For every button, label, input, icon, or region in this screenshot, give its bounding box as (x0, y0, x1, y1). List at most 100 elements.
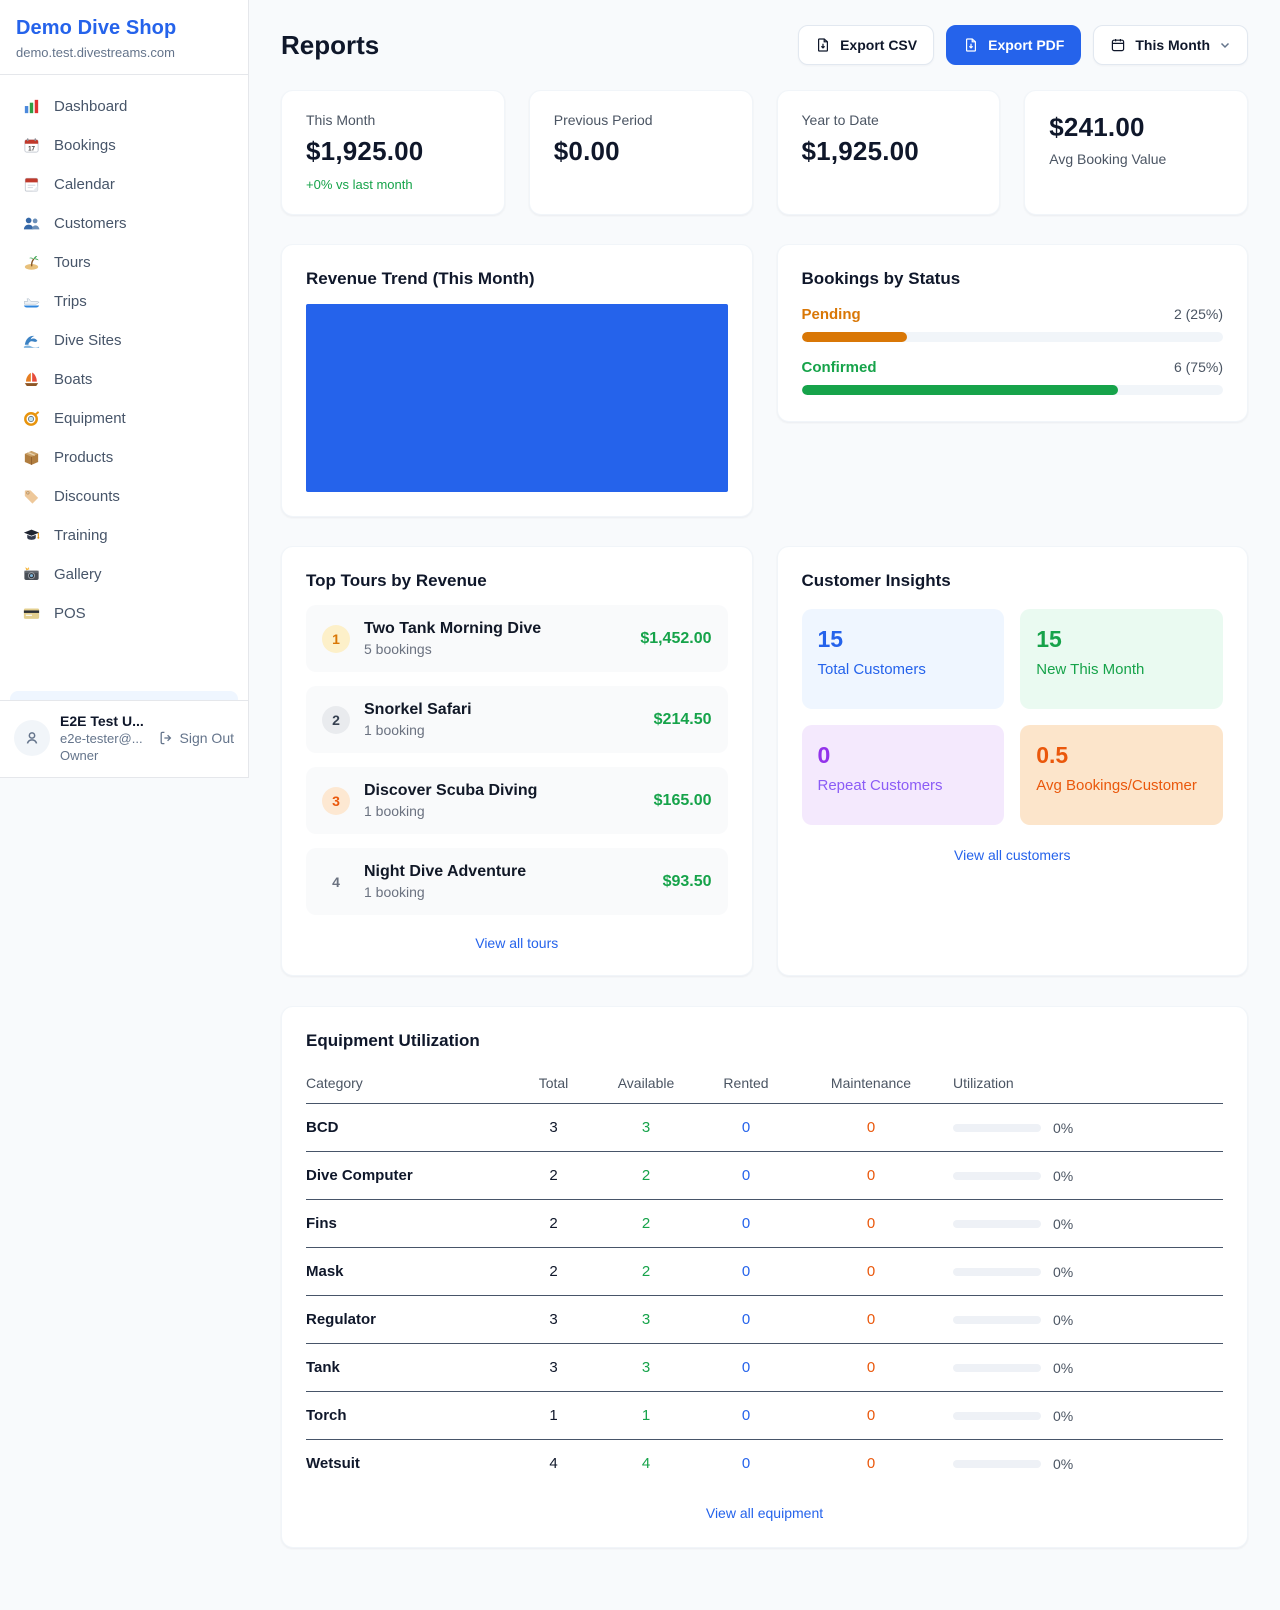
brand-domain: demo.test.divestreams.com (16, 45, 175, 60)
tile-value: 15 (1036, 626, 1062, 652)
utilization-percent: 0% (1053, 1119, 1074, 1136)
calendar-icon (1112, 39, 1125, 52)
view-all-equipment-link[interactable]: View all equipment (705, 1505, 824, 1521)
svg-text:17: 17 (28, 145, 35, 152)
sidebar-item-training[interactable]: Training (10, 516, 238, 555)
cell-total: 3 (506, 1295, 601, 1344)
sidebar-item-products[interactable]: Products (10, 438, 238, 477)
tour-bookings: 1 booking (364, 722, 425, 738)
revenue-trend-title: Revenue Trend (This Month) (306, 269, 535, 288)
stat-label: Year to Date (801, 112, 879, 128)
sidebar-item-pos[interactable]: POS (10, 594, 238, 633)
sidebar-item-label: Boats (54, 371, 93, 388)
bookings-by-status-card: Bookings by Status Pending 2 (25%) Confi… (776, 244, 1248, 422)
export-csv-label: Export CSV (840, 37, 918, 53)
stat-card-year-to-date: Year to Date $1,925.00 (776, 90, 1001, 215)
cell-available: 3 (601, 1103, 691, 1152)
col-header-utilization: Utilization (941, 1065, 1223, 1104)
view-all-customers-link[interactable]: View all customers (954, 847, 1071, 863)
user-name: E2E Test U... (60, 713, 144, 729)
active-nav-highlight-partial (10, 691, 238, 700)
user-email: e2e-tester@... (60, 731, 143, 746)
col-header-available: Available (601, 1065, 691, 1104)
sign-out-label: Sign Out (179, 730, 234, 746)
page-title: Reports (281, 29, 380, 60)
export-csv-button[interactable]: Export CSV (798, 25, 935, 65)
cell-category: Fins (306, 1199, 506, 1248)
cell-available: 3 (601, 1295, 691, 1344)
sidebar-item-dive-sites[interactable]: Dive Sites (10, 321, 238, 360)
cell-rented: 0 (691, 1199, 801, 1248)
tile-new-this-month: 15 New This Month (1020, 609, 1223, 709)
table-row: BCD 3 3 0 0 0% (306, 1103, 1223, 1152)
stat-value: $0.00 (553, 136, 620, 166)
cell-maintenance: 0 (801, 1295, 941, 1344)
equipment-table: Category Total Available Rented Maintena… (306, 1065, 1223, 1487)
cell-category: Wetsuit (306, 1455, 360, 1472)
tile-label: New This Month (1036, 661, 1145, 678)
tour-bookings: 1 booking (364, 803, 425, 819)
file-download-icon (818, 38, 829, 52)
rank-badge: 4 (332, 873, 340, 890)
utilization-percent: 0% (1053, 1167, 1074, 1184)
utilization-percent: 0% (1053, 1407, 1074, 1424)
sidebar-item-label: Equipment (54, 410, 126, 427)
period-dropdown[interactable]: This Month (1093, 25, 1248, 65)
sign-out-button[interactable]: Sign Out (158, 730, 234, 746)
tile-value: 15 (817, 626, 844, 652)
export-pdf-label: Export PDF (988, 37, 1065, 53)
cell-maintenance: 0 (801, 1103, 941, 1152)
sign-out-icon (160, 731, 171, 745)
tour-amount: $214.50 (653, 710, 712, 728)
header-actions: Export CSV Export PDF This Month (798, 25, 1248, 65)
tour-name: Night Dive Adventure (364, 863, 527, 880)
sidebar-item-calendar[interactable]: Calendar (10, 165, 238, 204)
sidebar-item-boats[interactable]: Boats (10, 360, 238, 399)
cell-available: 2 (601, 1247, 691, 1296)
tour-row: 3 Discover Scuba Diving 1 booking $165.0… (306, 767, 728, 834)
sidebar-item-trips[interactable]: Trips (10, 282, 238, 321)
table-row: Wetsuit 4 4 0 0 0% (306, 1440, 1223, 1488)
sidebar-item-tours[interactable]: Tours (10, 243, 238, 282)
cell-total: 2 (506, 1199, 601, 1248)
cell-maintenance: 0 (801, 1199, 941, 1248)
status-progress-track (801, 332, 1223, 342)
sidebar-item-customers[interactable]: Customers (10, 204, 238, 243)
utilization-bar (953, 1267, 1041, 1276)
page-header: Reports Export CSV Export PDF This Month (281, 25, 1248, 65)
sidebar-item-bookings[interactable]: 17 Bookings (10, 126, 238, 165)
view-all-tours-link[interactable]: View all tours (475, 935, 559, 951)
revenue-trend-bar (306, 304, 728, 492)
table-row: Torch 1 1 0 0 0% (306, 1391, 1223, 1440)
utilization-percent: 0% (1053, 1455, 1074, 1472)
tile-avg-bookings-customer: 0.5 Avg Bookings/Customer (1020, 725, 1223, 825)
charts-row: Revenue Trend (This Month) Bookings by S… (281, 244, 1248, 517)
rank-badge: 3 (322, 786, 350, 815)
cell-category: Dive Computer (306, 1151, 506, 1200)
sidebar-item-discounts[interactable]: Discounts (10, 477, 238, 516)
revenue-trend-card: Revenue Trend (This Month) (281, 244, 753, 517)
brand-block: Demo Dive Shop demo.test.divestreams.com (0, 0, 248, 75)
credit-card-icon (22, 604, 41, 623)
top-tours-title: Top Tours by Revenue (306, 571, 487, 590)
sidebar-item-equipment[interactable]: Equipment (10, 399, 238, 438)
tile-label: Total Customers (817, 661, 926, 678)
export-pdf-button[interactable]: Export PDF (946, 25, 1082, 65)
cell-rented: 0 (691, 1343, 801, 1392)
sidebar-item-gallery[interactable]: Gallery (10, 555, 238, 594)
cell-maintenance: 0 (866, 1455, 876, 1472)
tile-value: 0.5 (1036, 742, 1069, 768)
tile-label: Repeat Customers (817, 777, 943, 794)
period-label: This Month (1135, 37, 1210, 53)
tour-amount: $93.50 (662, 872, 712, 890)
status-value: 6 (75%) (1173, 359, 1223, 375)
utilization-bar (953, 1171, 1041, 1180)
tour-name: Two Tank Morning Dive (364, 620, 542, 637)
rank-badge: 2 (322, 705, 350, 734)
cell-available: 1 (601, 1391, 691, 1440)
main-content: Reports Export CSV Export PDF This Month (249, 0, 1280, 1580)
cell-maintenance: 0 (801, 1391, 941, 1440)
sidebar-item-dashboard[interactable]: Dashboard (10, 87, 238, 126)
tour-name: Discover Scuba Diving (364, 782, 538, 799)
tour-amount: $1,452.00 (640, 629, 712, 647)
